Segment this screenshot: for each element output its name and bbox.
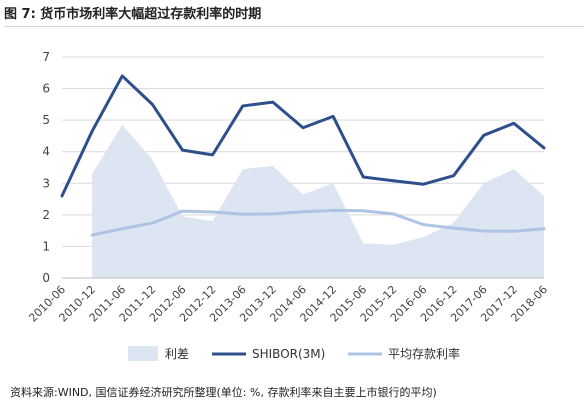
source-note: 资料来源:WIND, 国信证券经济研究所整理(单位: %, 存款利率来自主要上市… xyxy=(10,386,437,399)
legend: 利差 SHIBOR(3M) 平均存款利率 xyxy=(128,346,460,361)
y-tick-label: 6 xyxy=(42,82,50,96)
legend-swatch-spread xyxy=(128,346,158,361)
y-tick-label: 5 xyxy=(42,113,50,127)
chart-canvas: 0 1 2 3 4 5 6 7 2010-062010-122011-062011-12201… xyxy=(26,50,550,361)
line-series xyxy=(60,74,546,237)
legend-label-deposit: 平均存款利率 xyxy=(388,346,460,361)
spread-area xyxy=(92,124,544,278)
y-tick-label: 2 xyxy=(42,208,50,222)
shibor-line xyxy=(60,74,546,198)
figure-title: 图 7: 货币市场利率大幅超过存款利率的时期 xyxy=(4,4,584,27)
deposit-rate-line xyxy=(90,208,546,237)
y-tick-label: 7 xyxy=(42,50,50,64)
spread-area-series xyxy=(92,124,544,278)
y-tick-label: 4 xyxy=(42,145,50,159)
legend-label-spread: 利差 xyxy=(165,347,189,361)
x-axis: 2010-062010-122011-062011-122012-062012-… xyxy=(26,277,550,325)
y-axis: 0 1 2 3 4 5 6 7 xyxy=(42,50,50,285)
y-tick-label: 3 xyxy=(42,176,50,190)
legend-label-shibor: SHIBOR(3M) xyxy=(252,347,325,361)
y-tick-label: 1 xyxy=(42,239,50,253)
y-tick-label: 0 xyxy=(42,271,50,285)
